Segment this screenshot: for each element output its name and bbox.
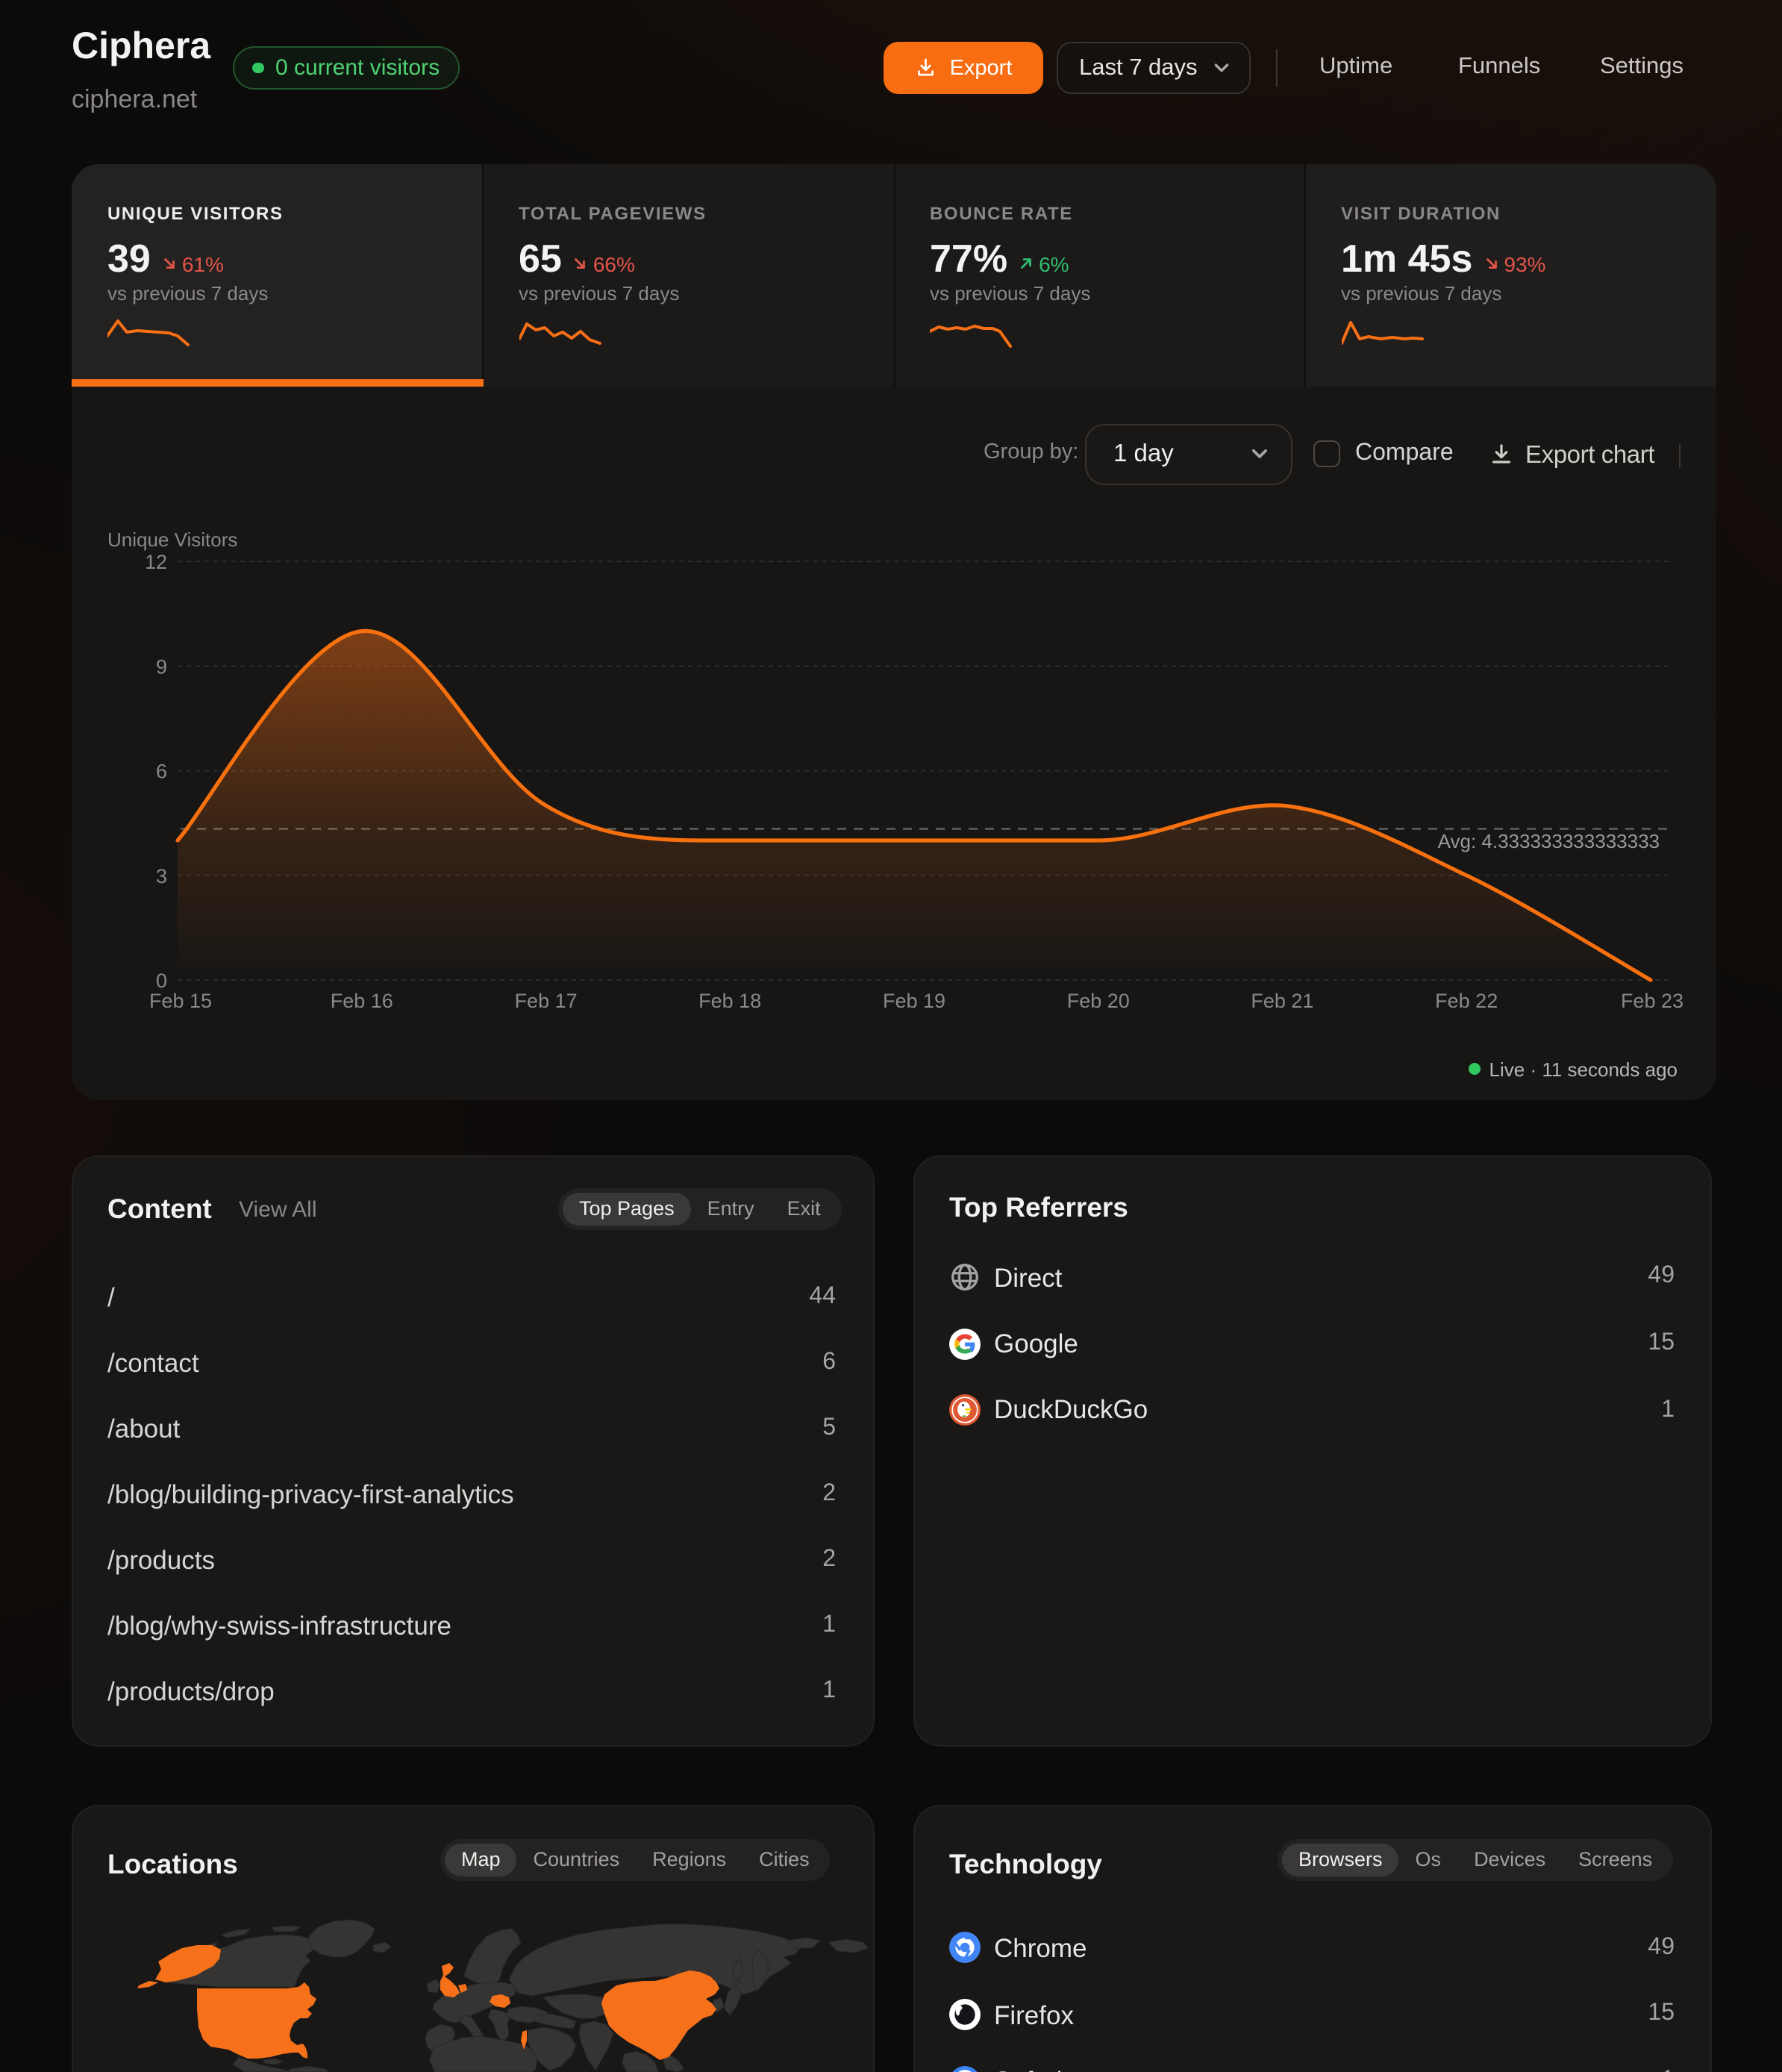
svg-text:3: 3 [156, 864, 167, 887]
svg-text:Feb 17: Feb 17 [515, 989, 578, 1011]
svg-text:9: 9 [156, 655, 167, 677]
svg-text:Feb 18: Feb 18 [698, 989, 761, 1011]
svg-text:Feb 21: Feb 21 [1251, 989, 1313, 1011]
svg-text:6: 6 [156, 760, 167, 782]
svg-text:Feb 22: Feb 22 [1435, 989, 1498, 1011]
svg-text:Live · 11 seconds ago: Live · 11 seconds ago [1489, 1058, 1678, 1080]
svg-text:Avg: 4.333333333333333: Avg: 4.333333333333333 [1438, 829, 1660, 852]
svg-text:Feb 19: Feb 19 [883, 989, 945, 1011]
svg-text:0: 0 [156, 969, 167, 991]
svg-text:Unique Visitors: Unique Visitors [107, 528, 237, 550]
svg-text:Feb 23: Feb 23 [1621, 989, 1683, 1011]
svg-text:Feb 20: Feb 20 [1067, 989, 1130, 1011]
svg-text:Feb 15: Feb 15 [149, 989, 212, 1011]
svg-text:Feb 16: Feb 16 [331, 989, 393, 1011]
svg-text:12: 12 [145, 550, 167, 572]
